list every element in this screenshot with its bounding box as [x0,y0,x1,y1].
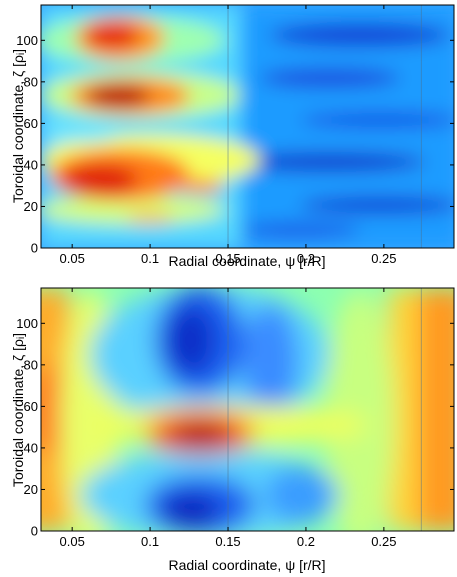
bottom-right-orange-edge [418,288,454,531]
top-orange-small-1 [176,179,224,193]
bottom-red-blob [168,421,232,449]
top-x-tick-label: 0.1 [141,251,159,266]
top-x-ticks: 0.05 0.1 0.15 0.2 0.25 [60,5,397,266]
top-red-upper [84,22,140,50]
bottom-x-ticks: 0.05 0.1 0.15 0.2 0.25 [60,288,397,549]
top-y-axis-label: Toroidal coordinate, ζ [ρᵢ] [10,49,26,203]
top-y-tick-label: 60 [24,116,38,131]
top-heatmap-panel: 0.05 0.1 0.15 0.2 0.25 0 20 40 60 80 100 Radial c… [10,4,455,269]
top-y-tick-label: 80 [24,74,38,89]
top-cyan-gap [41,122,120,142]
bottom-y-tick-label: 0 [31,524,38,539]
bottom-y-tick-label: 20 [24,482,38,497]
bottom-y-tick-label: 40 [24,440,38,455]
bottom-x-tick-label: 0.05 [60,534,85,549]
top-x-tick-label: 0.25 [371,251,396,266]
top-x-tick-label: 0.2 [297,251,315,266]
top-heatmap-field [41,5,454,248]
top-y-ticks: 0 20 40 60 80 100 [16,33,454,256]
top-blue-streak-5 [300,196,454,214]
top-x-tick-label: 0.05 [60,251,85,266]
top-red-middle [86,84,150,108]
bottom-darkblue-lower [160,492,220,531]
bottom-heatmap-field [41,288,454,531]
top-blue-streak-6 [240,222,360,238]
top-blue-streak-1 [270,23,450,47]
bottom-x-axis-label: Radial coordinate, ψ [r/R] [168,557,325,573]
bottom-x-tick-label: 0.2 [297,534,315,549]
bottom-blue-mid-right [242,305,298,415]
top-blue-streak-4 [235,152,425,172]
top-orange-small-2 [126,212,174,224]
top-blue-streak-2 [260,68,400,88]
top-x-axis-label: Radial coordinate, ψ [r/R] [168,253,325,269]
top-y-tick-label: 20 [24,199,38,214]
bottom-x-tick-label: 0.25 [371,534,396,549]
bottom-y-axis-label: Toroidal coordinate, ζ [ρᵢ] [10,333,26,487]
bottom-y-tick-label: 80 [24,357,38,372]
top-y-tick-label: 100 [16,33,38,48]
top-blue-streak-3 [300,112,454,128]
bottom-darkblue-upper [165,305,215,375]
bottom-heatmap-panel: 0.05 0.1 0.15 0.2 0.25 0 20 40 60 80 100 Radial c… [10,287,455,573]
top-y-tick-label: 0 [31,241,38,256]
bottom-y-tick-label: 100 [16,316,38,331]
bottom-x-tick-label: 0.15 [215,534,240,549]
bottom-y-tick-label: 60 [24,399,38,414]
bottom-yellow-right [325,290,395,531]
top-y-tick-label: 40 [24,157,38,172]
top-red-lower [62,164,138,196]
bottom-plot-frame [40,287,455,532]
top-yellow-band-4 [41,196,225,224]
top-x-tick-label: 0.15 [215,251,240,266]
bottom-blue-lower-right [265,467,335,523]
top-plot-frame [40,4,455,249]
bottom-x-tick-label: 0.1 [141,534,159,549]
bottom-y-ticks: 0 20 40 60 80 100 [16,316,454,539]
